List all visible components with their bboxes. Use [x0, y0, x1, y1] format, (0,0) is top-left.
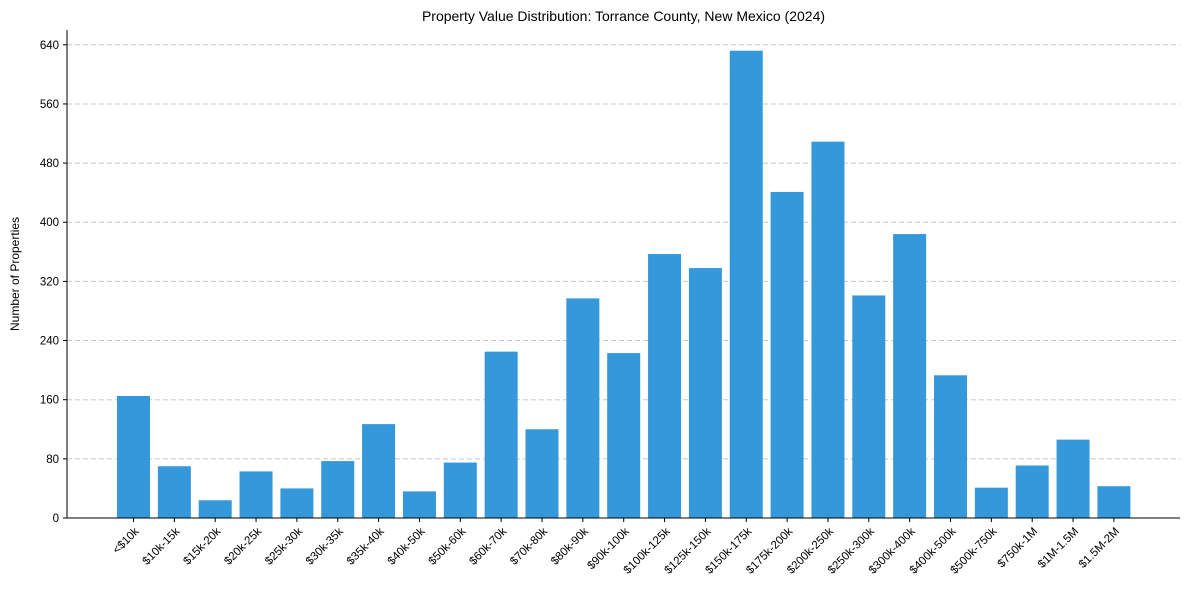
bar [484, 351, 518, 518]
x-tick-label: $1.5M-2M [1077, 526, 1122, 571]
bar [811, 141, 845, 518]
bar [974, 487, 1008, 518]
x-tick-label: $20k-25k [222, 525, 264, 567]
x-tick-label: $60k-70k [467, 525, 509, 567]
bar [198, 500, 232, 518]
bar [443, 462, 477, 518]
y-tick-label: 640 [40, 40, 59, 52]
bar [362, 424, 396, 518]
y-tick-label: 80 [46, 454, 59, 466]
x-tick-label: $50k-60k [426, 525, 468, 567]
bar [280, 488, 314, 518]
chart-title: Property Value Distribution: Torrance Co… [422, 8, 825, 24]
x-tick-label: $10k-15k [141, 525, 183, 567]
bar [1015, 465, 1049, 518]
bar [157, 466, 191, 518]
bar [525, 429, 559, 518]
y-tick-label: 320 [40, 276, 59, 288]
bar [239, 471, 273, 518]
bar [1097, 486, 1131, 518]
y-tick-label: 0 [53, 513, 59, 525]
y-tick-label: 560 [40, 99, 59, 111]
bar [893, 234, 927, 518]
x-tick-label: $750k-1M [996, 526, 1041, 571]
bar [117, 396, 150, 518]
x-tick-label: $40k-50k [386, 525, 428, 567]
bar [934, 375, 967, 518]
bar [321, 461, 355, 518]
bar [607, 353, 641, 518]
y-ticks: 0 80 160 240 320 400 480 560 640 [40, 40, 67, 525]
x-tick-label: $1M-1.5M [1036, 526, 1081, 571]
bar [1056, 439, 1090, 518]
y-tick-label: 160 [40, 395, 59, 407]
x-tick-label: $80k-90k [549, 525, 591, 567]
y-axis-label: Number of Properties [8, 217, 22, 331]
bar [770, 191, 804, 518]
bars [117, 50, 1131, 518]
y-tick-label: 240 [40, 336, 59, 348]
y-tick-label: 480 [40, 158, 59, 170]
x-tick-label: <$10k [111, 525, 142, 556]
bar [729, 50, 763, 518]
bar [648, 254, 682, 518]
bar [566, 298, 600, 518]
x-tick-label: $15k-20k [181, 525, 223, 567]
y-tick-label: 400 [40, 217, 59, 229]
bar [688, 268, 722, 518]
x-tick-label: $25k-30k [263, 525, 305, 567]
x-tick-label: $30k-35k [304, 525, 346, 567]
x-tick-label: $70k-80k [508, 525, 550, 567]
bar [852, 295, 886, 518]
x-ticks: <$10k$10k-15k$15k-20k$20k-25k$25k-30k$30… [111, 518, 1122, 577]
x-tick-label: $35k-40k [345, 525, 387, 567]
bar [402, 491, 436, 518]
